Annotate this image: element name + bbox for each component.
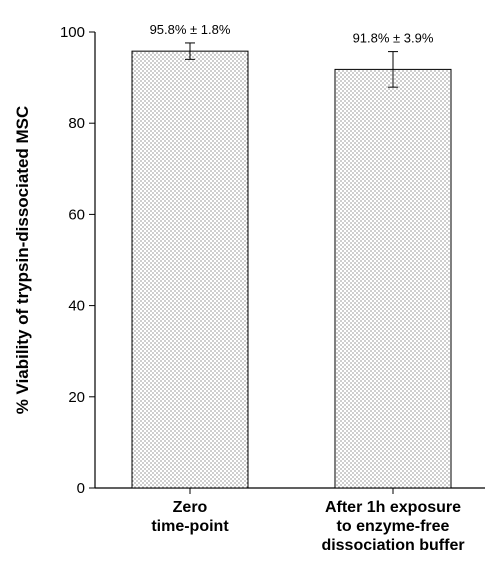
bar (334, 68, 452, 489)
x-tick-label-line: dissociation buffer (321, 537, 464, 554)
x-tick-label: Zero time-point (151, 499, 229, 535)
bar (131, 50, 249, 489)
labels: % Viability of trypsin-dissociated MSC 95… (13, 22, 465, 554)
x-tick-label: After 1h exposure to enzyme-free dissociat… (321, 499, 464, 554)
y-tick-label: 60 (68, 206, 85, 223)
x-tick-label-line: After 1h exposure (325, 499, 461, 516)
y-tick-label: 0 (77, 480, 85, 497)
y-tick-label: 80 (68, 115, 85, 132)
x-tick-label-line: Zero (173, 499, 208, 516)
y-axis-label: % Viability of trypsin-dissociated MSC (13, 106, 32, 415)
x-tick-label-line: to enzyme-free (337, 518, 450, 535)
data-label: 91.8% ± 3.9% (353, 31, 434, 46)
bars (131, 42, 452, 489)
y-tick-label: 20 (68, 389, 85, 406)
y-tick-label: 100 (60, 24, 85, 41)
x-tick-label-line: time-point (151, 518, 229, 535)
data-label: 95.8% ± 1.8% (150, 22, 231, 37)
y-tick-label: 40 (68, 298, 85, 315)
